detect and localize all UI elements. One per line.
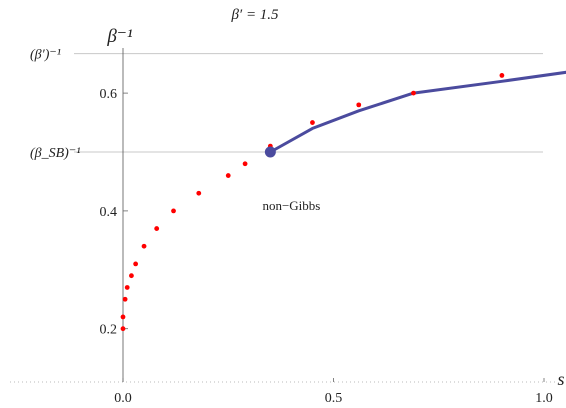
x-tick-label: 0.0: [114, 391, 132, 406]
x-tick-label: 0.5: [325, 391, 343, 406]
region-label: non−Gibbs: [262, 198, 320, 213]
data-point: [171, 208, 176, 214]
x-ticks: −0.50.00.51.01.52.0: [114, 378, 553, 406]
y-tick-label: 0.4: [100, 205, 118, 220]
chart-title: β′ = 1.5: [230, 7, 279, 23]
data-point: [120, 314, 126, 320]
data-point: [154, 226, 160, 231]
x-tick-label: 1.0: [535, 391, 553, 406]
data-point: [133, 261, 139, 267]
data-point: [124, 285, 130, 290]
data-series: [120, 70, 566, 332]
x-axis-label: s: [557, 369, 564, 389]
data-point: [356, 102, 362, 108]
data-point: [411, 90, 416, 96]
data-point: [122, 296, 128, 302]
y-ticks: 0.20.40.60.81.0: [100, 87, 128, 338]
y-axis-label: β⁻¹: [106, 26, 132, 47]
data-point: [120, 326, 126, 332]
region-labels: 132a2bGibbsnon−Gibbs: [262, 198, 320, 213]
data-point: [499, 73, 505, 78]
y-tick-label: 0.2: [100, 323, 118, 338]
y-tick-label: 0.6: [100, 87, 118, 102]
data-point: [196, 190, 202, 196]
horizontal-reference-lines: (β′)⁻¹ (β_SB)⁻¹: [30, 48, 543, 161]
data-point: [141, 243, 147, 249]
transition-marker: [264, 146, 276, 158]
data-point: [129, 273, 134, 279]
reference-line-label: (β_SB)⁻¹: [30, 146, 80, 161]
reference-line-label: (β′)⁻¹: [30, 48, 61, 63]
series-line: [268, 70, 566, 154]
data-point: [310, 120, 315, 125]
data-point: [242, 161, 248, 167]
data-point: [225, 173, 231, 178]
axes: [10, 48, 555, 383]
